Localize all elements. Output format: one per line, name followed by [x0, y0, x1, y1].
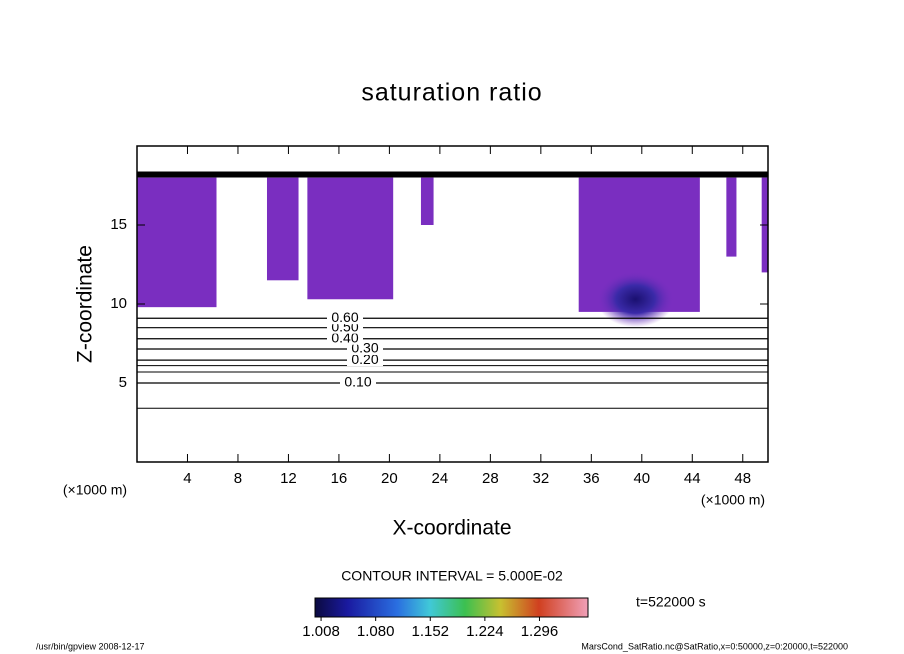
x-tick-label: 48 [734, 470, 751, 487]
y-axis-label: Z-coordinate [74, 245, 97, 363]
contour-label-bg [327, 312, 363, 325]
x-tick-label: 20 [381, 470, 398, 487]
plot-area: 0.100.200.300.400.500.604 8 12 16 20 24 28 32 36… [110, 145, 769, 487]
colorbar [314, 597, 589, 618]
x-tick-label: 12 [280, 470, 297, 487]
contour-label: 0.10 [344, 374, 371, 390]
colorbar-tick-label: 1.224 [466, 623, 504, 640]
y-tick-label: 15 [110, 216, 127, 233]
supersaturated-region [726, 177, 737, 257]
x-tick-label: 4 [183, 470, 191, 487]
contour-label-bg [327, 321, 363, 334]
supersaturated-region [137, 177, 217, 308]
contour-label-bg [327, 332, 363, 345]
contour-label-bg [347, 343, 383, 356]
region-core [596, 271, 675, 328]
x-tick-label: 24 [432, 470, 449, 487]
colorbar-tick-label: 1.008 [302, 623, 340, 640]
x-unit: (×1000 m) [701, 492, 765, 508]
contour-label: 0.60 [331, 309, 358, 325]
footer-left: /usr/bin/gpview 2008-12-17 [36, 641, 145, 651]
x-tick-label: 40 [633, 470, 650, 487]
contour-interval: CONTOUR INTERVAL = 5.000E-02 [341, 568, 563, 584]
colorbar-tick-label: 1.080 [357, 623, 395, 640]
x-tick-label: 8 [234, 470, 242, 487]
y-tick-label: 5 [119, 374, 127, 391]
footer-right: MarsCond_SatRatio.nc@SatRatio,x=0:50000,… [581, 641, 848, 651]
chart-title: saturation ratio [361, 79, 542, 107]
contour-label-bg [340, 377, 376, 389]
time-label: t=522000 s [636, 594, 706, 610]
y-tick-label: 10 [110, 295, 127, 312]
x-tick-label: 16 [331, 470, 348, 487]
x-tick-label: 36 [583, 470, 600, 487]
colorbar-tick-label: 1.152 [411, 623, 449, 640]
supersaturated-region [266, 177, 299, 281]
contour-label-bg [347, 354, 383, 367]
supersaturated-region [420, 177, 434, 225]
colorbar-tick-label: 1.296 [521, 623, 559, 640]
x-axis-label: X-coordinate [392, 517, 511, 540]
y-unit: (×1000 m) [63, 482, 127, 498]
x-tick-label: 28 [482, 470, 499, 487]
supersaturated-region [307, 177, 394, 300]
x-tick-label: 44 [684, 470, 701, 487]
x-tick-label: 32 [532, 470, 549, 487]
